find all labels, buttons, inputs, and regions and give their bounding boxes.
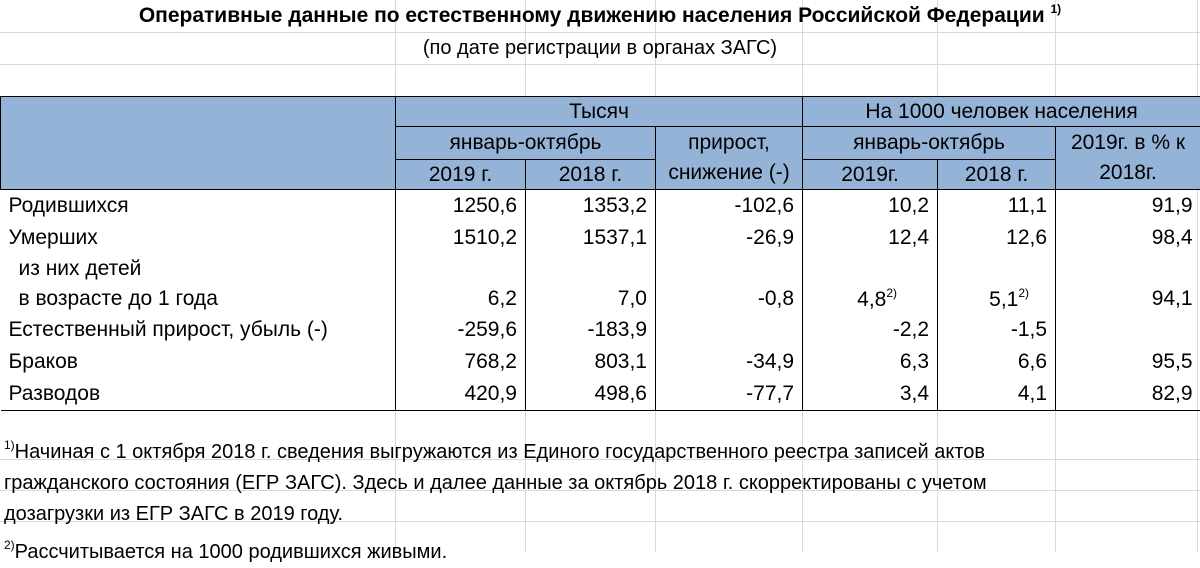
footnote-2: 2)Рассчитывается на 1000 родившихся живы… bbox=[4, 530, 1194, 568]
cell-per-1000-2018: 6,6 bbox=[938, 346, 1056, 378]
cell-per-1000-2018: 12,6 bbox=[938, 222, 1056, 254]
row-label: Родившихся bbox=[1, 190, 396, 223]
footnote-mark: 2) bbox=[1018, 286, 1029, 300]
cell-thousands-2018: 803,1 bbox=[526, 346, 656, 378]
cell-value: 4,8 bbox=[857, 288, 886, 311]
header-percent: 2019г. в % к 2018г. bbox=[1056, 127, 1200, 190]
statistics-table: Тысяч На 1000 человек населения январь-о… bbox=[0, 96, 1200, 411]
cell-thousands-2018: 7,0 bbox=[526, 284, 656, 314]
cell-thousands-2018: 1353,2 bbox=[526, 190, 656, 223]
cell-thousands-2019: 768,2 bbox=[396, 346, 526, 378]
cell-thousands-2019: -259,6 bbox=[396, 314, 526, 346]
cell-empty bbox=[938, 254, 1056, 284]
footnote-1-line-1: 1)Начиная с 1 октября 2018 г. сведения в… bbox=[4, 430, 1194, 468]
footnote-mark: 2) bbox=[4, 538, 15, 552]
cell-percent: 82,9 bbox=[1056, 378, 1200, 411]
grid-line bbox=[0, 64, 1200, 65]
header-change: прирост, снижение (-) bbox=[656, 127, 803, 190]
table-row: Умерших 1510,2 1537,1 -26,9 12,4 12,6 98… bbox=[1, 222, 1200, 254]
cell-change: -26,9 bbox=[656, 222, 803, 254]
cell-percent: 95,5 bbox=[1056, 346, 1200, 378]
row-label: Естественный прирост, убыль (-) bbox=[1, 314, 396, 346]
cell-per-1000-2018: 11,1 bbox=[938, 190, 1056, 223]
cell-empty bbox=[803, 254, 938, 284]
footnote-1-line-3: дозагрузки из ЕГР ЗАГС в 2019 году. bbox=[4, 499, 1194, 530]
header-2019-thousands: 2019 г. bbox=[396, 160, 526, 190]
cell-per-1000-2018: 5,12) bbox=[938, 284, 1056, 314]
cell-percent: 91,9 bbox=[1056, 190, 1200, 223]
cell-change: -77,7 bbox=[656, 378, 803, 411]
cell-thousands-2018: 1537,1 bbox=[526, 222, 656, 254]
page-subtitle: (по дате регистрации в органах ЗАГС) bbox=[0, 37, 1200, 60]
footnote-mark: 2) bbox=[886, 286, 897, 300]
header-corner-cell bbox=[1, 97, 396, 190]
cell-per-1000-2018: -1,5 bbox=[938, 314, 1056, 346]
cell-per-1000-2019: -2,2 bbox=[803, 314, 938, 346]
cell-change: -34,9 bbox=[656, 346, 803, 378]
cell-per-1000-2019: 6,3 bbox=[803, 346, 938, 378]
header-row-1: Тысяч На 1000 человек населения bbox=[1, 97, 1200, 127]
cell-per-1000-2019: 12,4 bbox=[803, 222, 938, 254]
footnote-text: Рассчитывается на 1000 родившихся живыми… bbox=[15, 541, 447, 563]
header-jan-oct-thousands: январь-октябрь bbox=[396, 127, 656, 160]
cell-thousands-2018: 498,6 bbox=[526, 378, 656, 411]
header-2018-per-1000: 2018 г. bbox=[938, 160, 1056, 190]
cell-thousands-2019: 1250,6 bbox=[396, 190, 526, 223]
row-label: Браков bbox=[1, 346, 396, 378]
row-label: в возрасте до 1 года bbox=[1, 284, 396, 314]
header-jan-oct-per-1000: январь-октябрь bbox=[803, 127, 1056, 160]
title-text: Оперативные данные по естественному движ… bbox=[139, 4, 1045, 27]
cell-thousands-2019: 420,9 bbox=[396, 378, 526, 411]
table-row: в возрасте до 1 года 6,2 7,0 -0,8 4,82) … bbox=[1, 284, 1200, 314]
cell-per-1000-2019: 3,4 bbox=[803, 378, 938, 411]
cell-percent: 98,4 bbox=[1056, 222, 1200, 254]
header-group-per-1000: На 1000 человек населения bbox=[803, 97, 1200, 127]
row-label: Умерших bbox=[1, 222, 396, 254]
spreadsheet-sheet: Оперативные данные по естественному движ… bbox=[0, 0, 1200, 552]
cell-percent: 94,1 bbox=[1056, 284, 1200, 314]
row-label: из них детей bbox=[1, 254, 396, 284]
cell-thousands-2019: 1510,2 bbox=[396, 222, 526, 254]
footnote-1-line-2: гражданского состояния (ЕГР ЗАГС). Здесь… bbox=[4, 468, 1194, 499]
cell-change bbox=[656, 314, 803, 346]
cell-empty bbox=[526, 254, 656, 284]
cell-empty bbox=[396, 254, 526, 284]
footnote-text: Начиная с 1 октября 2018 г. сведения выг… bbox=[15, 441, 985, 463]
table-row: Родившихся 1250,6 1353,2 -102,6 10,2 11,… bbox=[1, 190, 1200, 223]
cell-percent bbox=[1056, 314, 1200, 346]
footnote-mark: 1) bbox=[4, 438, 15, 452]
header-2018-thousands: 2018 г. bbox=[526, 160, 656, 190]
cell-empty bbox=[656, 254, 803, 284]
footnotes: 1)Начиная с 1 октября 2018 г. сведения в… bbox=[4, 430, 1194, 568]
cell-per-1000-2018: 4,1 bbox=[938, 378, 1056, 411]
cell-value: 5,1 bbox=[989, 288, 1018, 311]
table-row: Браков 768,2 803,1 -34,9 6,3 6,6 95,5 bbox=[1, 346, 1200, 378]
table-row: Разводов 420,9 498,6 -77,7 3,4 4,1 82,9 bbox=[1, 378, 1200, 411]
cell-change: -0,8 bbox=[656, 284, 803, 314]
grid-line bbox=[0, 32, 1200, 33]
cell-per-1000-2019: 10,2 bbox=[803, 190, 938, 223]
page-title: Оперативные данные по естественному движ… bbox=[0, 2, 1200, 28]
table-row: из них детей bbox=[1, 254, 1200, 284]
title-footnote-mark: 1) bbox=[1051, 2, 1062, 16]
cell-change: -102,6 bbox=[656, 190, 803, 223]
table-row: Естественный прирост, убыль (-) -259,6 -… bbox=[1, 314, 1200, 346]
cell-thousands-2019: 6,2 bbox=[396, 284, 526, 314]
header-2019-per-1000: 2019г. bbox=[803, 160, 938, 190]
cell-per-1000-2019: 4,82) bbox=[803, 284, 938, 314]
cell-thousands-2018: -183,9 bbox=[526, 314, 656, 346]
header-group-thousands: Тысяч bbox=[396, 97, 803, 127]
row-label: Разводов bbox=[1, 378, 396, 411]
cell-empty bbox=[1056, 254, 1200, 284]
